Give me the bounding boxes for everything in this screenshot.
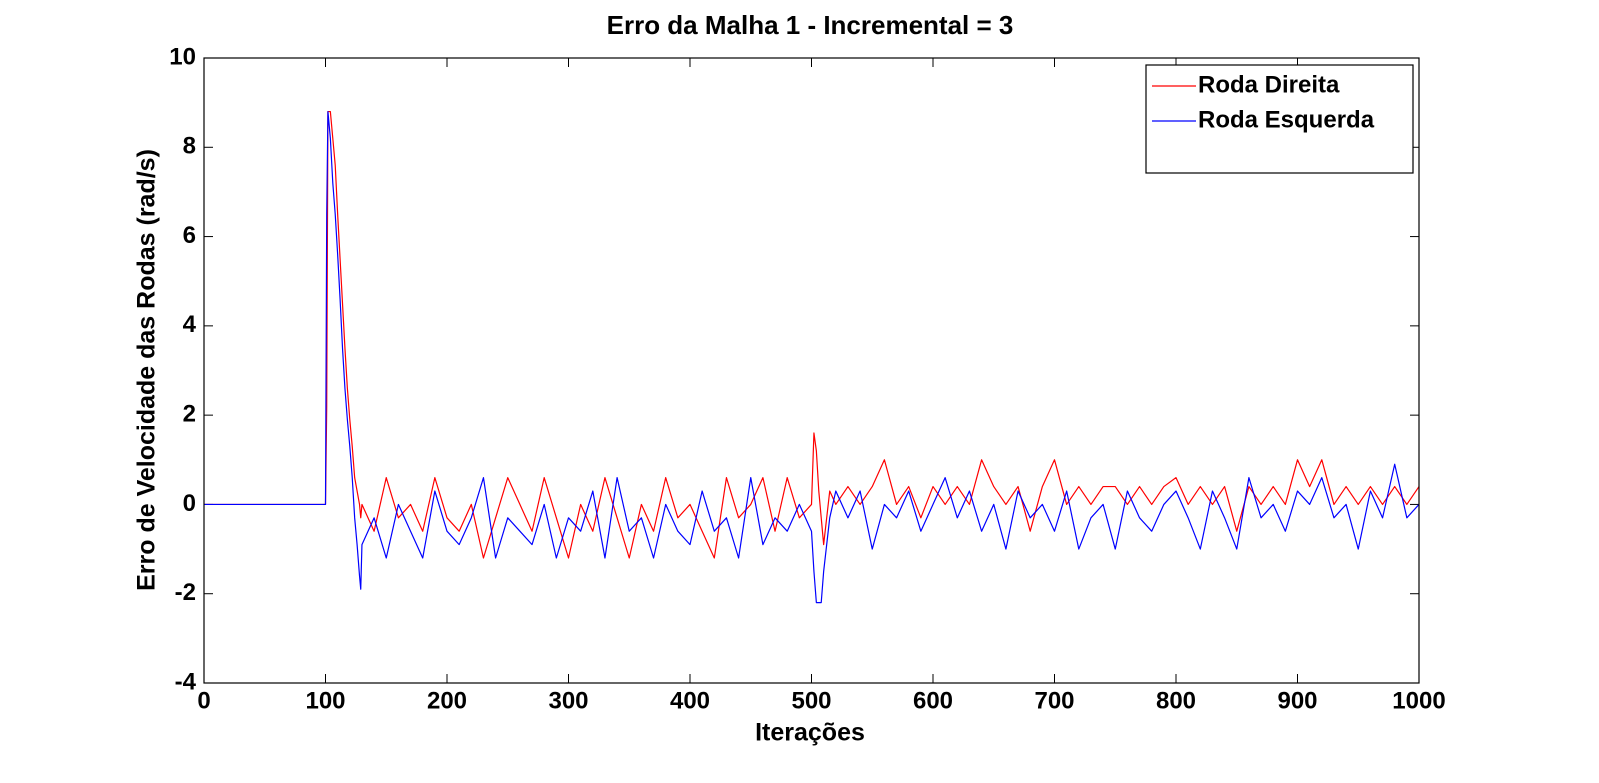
legend-label: Roda Esquerda: [1198, 106, 1375, 133]
chart-title: Erro da Malha 1 - Incremental = 3: [607, 10, 1014, 40]
y-tick-label: 2: [183, 400, 196, 427]
x-tick-label: 600: [913, 687, 953, 714]
y-tick-label: 8: [183, 133, 196, 160]
x-axis-title: Iterações: [755, 719, 865, 747]
data-line: [204, 110, 1420, 604]
y-tick-label: 6: [183, 222, 196, 249]
axes-frame: [203, 57, 1420, 684]
y-tick-label: 4: [183, 311, 197, 338]
x-tick-label: 500: [791, 687, 831, 714]
y-axis-title: Erro de Velocidade das Rodas (rad/s): [133, 149, 161, 591]
x-tick-label: 300: [548, 687, 588, 714]
x-tick-label: 900: [1277, 687, 1317, 714]
x-tick-label: 400: [670, 687, 710, 714]
y-tick-label: 0: [183, 490, 196, 517]
x-tick-label: 1000: [1392, 687, 1445, 714]
y-tick-label: -4: [175, 668, 197, 695]
x-tick-label: 700: [1034, 687, 1074, 714]
x-tick-label: 200: [427, 687, 467, 714]
data-line: [204, 110, 1420, 559]
legend-box: [1145, 64, 1414, 174]
x-tick-label: 800: [1156, 687, 1196, 714]
y-tick-label: 10: [169, 43, 196, 70]
y-tick-label: -2: [175, 579, 196, 606]
x-tick-label: 100: [305, 687, 345, 714]
legend-label: Roda Direita: [1198, 71, 1340, 98]
x-tick-label: 0: [197, 687, 210, 714]
